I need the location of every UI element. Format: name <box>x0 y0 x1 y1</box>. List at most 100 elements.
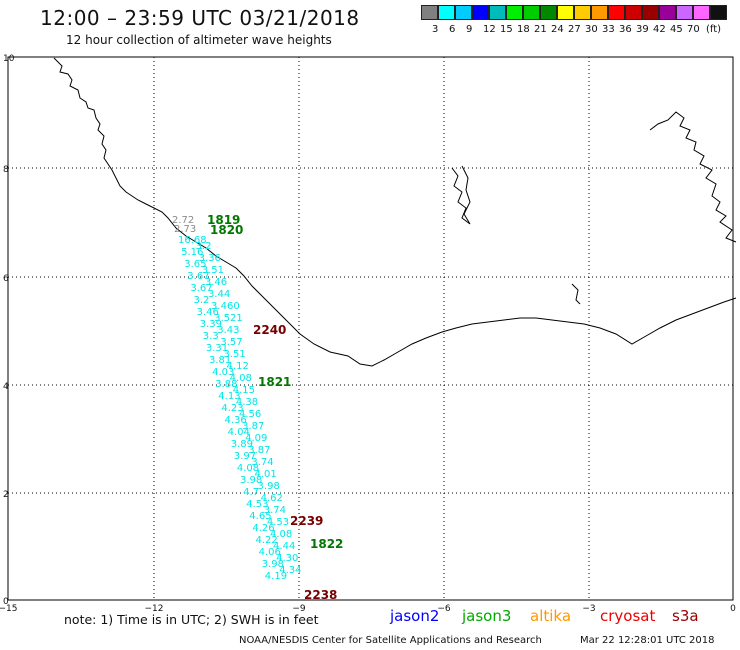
pass-time-label: 2240 <box>253 323 286 337</box>
swh-value: 3.67 <box>187 271 209 282</box>
pass-time-label: 1821 <box>258 375 291 389</box>
swh-value: 3.74 <box>264 505 286 516</box>
legend-s3a: s3a <box>672 607 699 625</box>
swh-value: 3.44 <box>208 289 230 300</box>
swh-value: 4.23 <box>221 403 243 414</box>
swh-value: 3.57 <box>220 337 242 348</box>
scale-label: 42 <box>653 24 666 35</box>
swh-value: 4.36 <box>225 415 247 426</box>
swh-value: 3.67 <box>190 283 212 294</box>
pass-time-label: 2238 <box>304 588 337 602</box>
swh-value: 4.06 <box>259 547 281 558</box>
swh-value: 4.08 <box>270 529 292 540</box>
page-title: 12:00 – 23:59 UTC 03/21/2018 <box>40 6 360 30</box>
pass-time-label: 1819 <box>207 213 240 227</box>
swh-value: 4.65 <box>249 511 271 522</box>
x-tick-label: 0 <box>730 604 736 614</box>
y-tick-label: 10 <box>3 54 15 64</box>
coastline <box>53 57 737 367</box>
scale-swatch <box>693 5 710 20</box>
swh-value: 3.97 <box>234 451 256 462</box>
legend-cryosat: cryosat <box>600 607 656 625</box>
swh-value: 2.72 <box>172 215 194 226</box>
y-tick-label: 8 <box>3 165 9 175</box>
pass-time-label: 1820 <box>210 223 243 237</box>
scale-swatch <box>608 5 625 20</box>
island <box>571 283 581 305</box>
swh-value: 4.53 <box>267 517 289 528</box>
map-frame <box>7 56 734 601</box>
swh-value: 3.88 <box>215 379 237 390</box>
x-tick-label: −12 <box>145 604 164 614</box>
swh-value: 16.68 <box>178 235 207 246</box>
swh-value: 4.09 <box>245 433 267 444</box>
swh-value: 4.38 <box>236 397 258 408</box>
scale-label: 39 <box>636 24 649 35</box>
swh-value: 4.12 <box>227 361 249 372</box>
scale-swatch <box>421 5 438 20</box>
scale-unit: (ft) <box>706 24 722 35</box>
swh-value: 3.3 <box>203 331 219 342</box>
swh-value: 3.51 <box>223 349 245 360</box>
swh-value: 4.13 <box>218 391 240 402</box>
y-tick-label: 2 <box>3 490 9 500</box>
swh-value: 3.81 <box>209 355 231 366</box>
scale-label: 6 <box>449 24 456 35</box>
scale-swatch <box>659 5 676 20</box>
x-tick-label: −15 <box>0 604 18 614</box>
swh-value: 4.22 <box>256 535 278 546</box>
scale-label: 18 <box>517 24 530 35</box>
scale-swatch <box>676 5 693 20</box>
y-tick-label: 4 <box>3 382 9 392</box>
scale-swatch <box>506 5 523 20</box>
swh-value: 4.7 <box>243 487 259 498</box>
swh-value: 4.15 <box>233 385 255 396</box>
scale-swatch <box>489 5 506 20</box>
swh-value: 3.2 <box>194 295 210 306</box>
timestamp-text: Mar 22 12:28:01 UTC 2018 <box>580 635 715 646</box>
swh-value: 3.46 <box>197 307 219 318</box>
swh-value: 3.51 <box>202 265 224 276</box>
y-tick-label: 6 <box>3 274 9 284</box>
swh-value: 4.01 <box>254 469 276 480</box>
swh-value: 3.74 <box>251 457 273 468</box>
swh-value: 4.53 <box>246 499 268 510</box>
scale-swatch <box>540 5 557 20</box>
scale-label: 33 <box>602 24 615 35</box>
scale-swatch <box>591 5 608 20</box>
scale-swatch <box>438 5 455 20</box>
swh-value: 4.04 <box>228 427 250 438</box>
scale-label: 45 <box>670 24 683 35</box>
scale-label: 30 <box>585 24 598 35</box>
scale-label: 36 <box>619 24 632 35</box>
pass-time-label: 2239 <box>290 514 323 528</box>
scale-swatch <box>557 5 574 20</box>
legend-jason3: jason3 <box>462 607 512 625</box>
scale-swatch <box>574 5 591 20</box>
coastline-east <box>649 111 737 243</box>
swh-value: 3.46 <box>205 277 227 288</box>
swh-value: 3.43 <box>217 325 239 336</box>
credit-text: NOAA/NESDIS Center for Satellite Applica… <box>239 635 542 646</box>
swh-value: 3.521 <box>214 313 243 324</box>
swh-value: 5.16 <box>181 247 203 258</box>
swh-value: 3.98 <box>258 481 280 492</box>
swh-value: 3.460 <box>211 301 240 312</box>
swh-value: 4.03 <box>212 367 234 378</box>
scale-swatch <box>472 5 489 20</box>
swh-value: 3.87 <box>248 445 270 456</box>
scale-label: 70 <box>687 24 700 35</box>
scale-swatch <box>455 5 472 20</box>
swh-value: 3.39 <box>200 319 222 330</box>
scale-swatch <box>523 5 540 20</box>
swh-value: 4.08 <box>237 463 259 474</box>
swh-value: 3.65 <box>184 259 206 270</box>
legend-jason2: jason2 <box>390 607 440 625</box>
swh-value: 4.56 <box>239 409 261 420</box>
swh-value: 3.36 <box>199 253 221 264</box>
swh-value: 4.44 <box>273 541 295 552</box>
swh-value: 4.34 <box>279 565 301 576</box>
swh-value: 3.87 <box>242 421 264 432</box>
swh-value: 3.31 <box>206 343 228 354</box>
